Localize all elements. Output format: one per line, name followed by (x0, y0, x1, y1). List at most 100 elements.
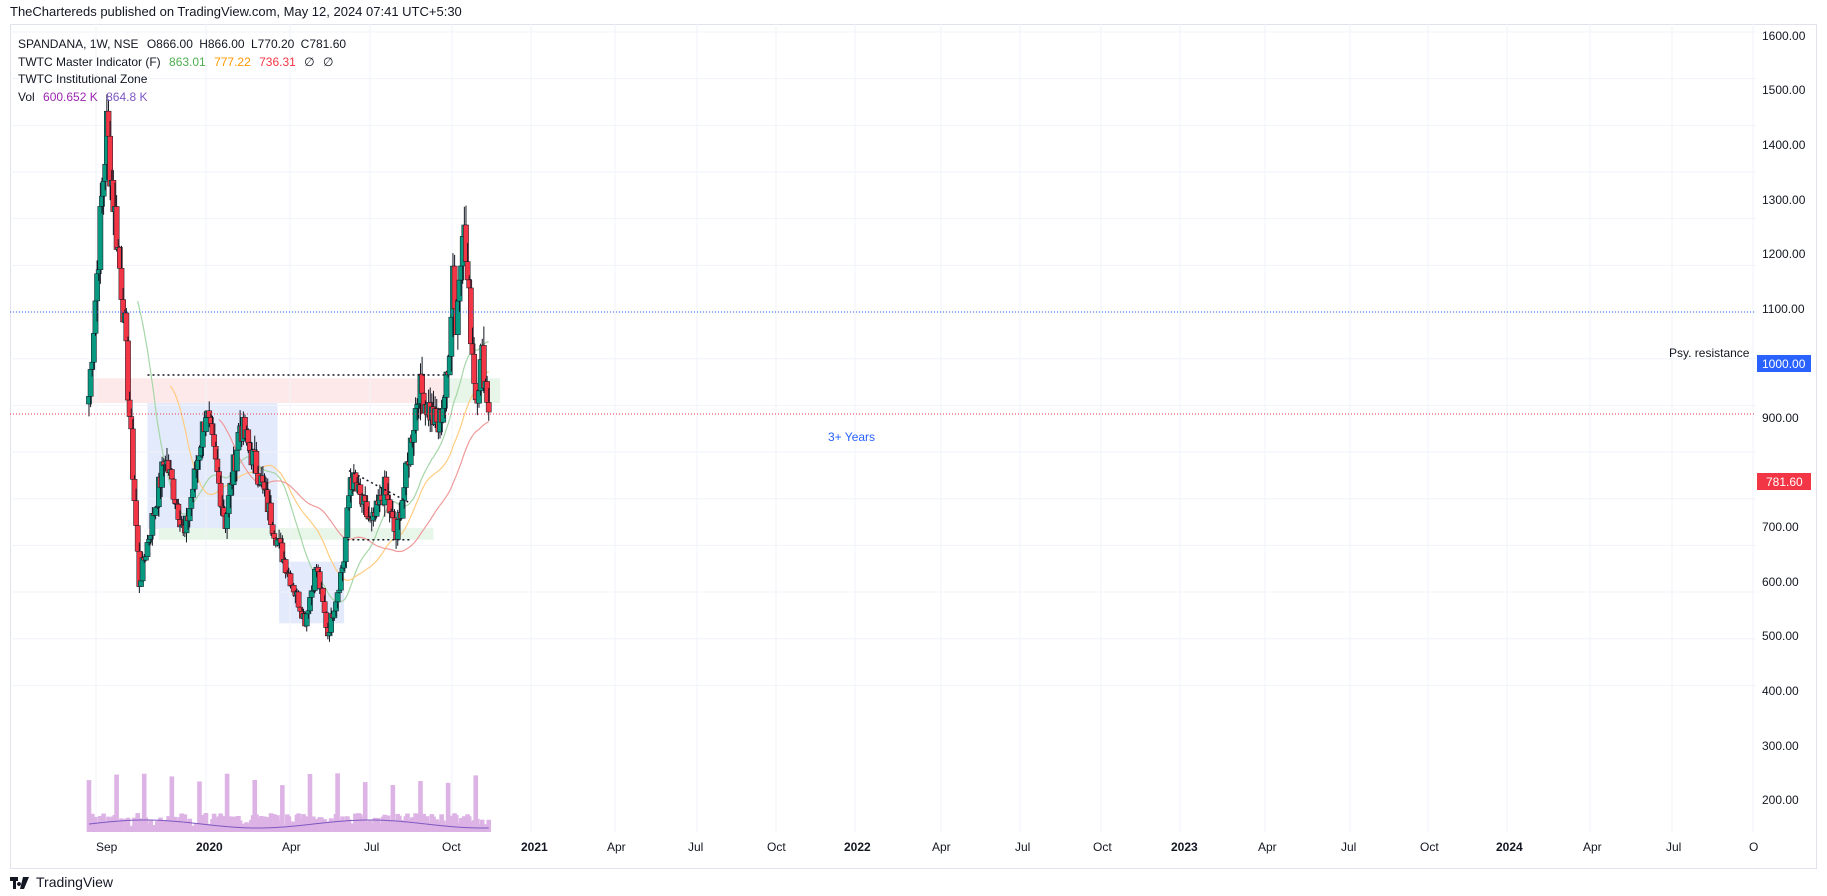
y-tick-label: 400.00 (1762, 684, 1799, 698)
candle-body (334, 592, 341, 603)
ohlc-high: H866.00 (199, 37, 245, 51)
candle-body (143, 556, 149, 561)
x-tick-label: Apr (282, 840, 301, 854)
x-tick-label: Apr (932, 840, 951, 854)
volume-bar (265, 817, 271, 832)
resistance-label-bg (1757, 355, 1811, 372)
candle-body (403, 462, 409, 488)
x-tick-label: 2024 (1496, 840, 1523, 854)
symbol-info[interactable]: SPANDANA, 1W, NSE (18, 37, 139, 51)
x-tick-label: 2020 (196, 840, 223, 854)
candle-body (130, 428, 136, 480)
ohlc-close: C781.60 (300, 37, 347, 51)
volume-bar (197, 781, 202, 832)
volume-bar (224, 773, 230, 832)
candle-body (342, 537, 349, 563)
triangle-upper-line (348, 470, 412, 505)
volume-bar (286, 816, 292, 832)
volume-layer (86, 773, 492, 832)
indicator1-name[interactable]: TWTC Master Indicator (F) (18, 54, 161, 69)
indicator1-value2: 777.22 (214, 54, 251, 69)
volume-bar (382, 814, 388, 832)
volume-bar (187, 818, 193, 832)
candle-body (419, 373, 425, 394)
candle-body (471, 353, 477, 384)
last-price-label-text: 781.60 (1766, 475, 1803, 489)
x-tick-label: Jul (1015, 840, 1030, 854)
y-tick-label: 1300.00 (1762, 193, 1806, 207)
annotation-lines-layer (10, 311, 1756, 541)
volume-bar (179, 813, 184, 832)
candle-body (287, 573, 294, 587)
candle-body (169, 469, 175, 480)
volume-ma-line (88, 819, 489, 829)
candle-body (138, 580, 144, 587)
chart-frame (10, 24, 1817, 869)
candle-body (125, 340, 131, 401)
volume-bar (296, 813, 301, 832)
price-axis: 1600.00 1500.00 1400.00 1300.00 1200.00 … (1762, 29, 1806, 807)
indicator1-value5: ∅ (322, 54, 334, 69)
tradingview-brand[interactable]: TradingView (36, 874, 114, 890)
volume-bar (307, 773, 313, 832)
x-tick-label: 2021 (521, 840, 548, 854)
volume-bar (445, 782, 451, 832)
y-tick-label: 1500.00 (1762, 83, 1806, 97)
footer-bar: TradingView (10, 869, 1817, 896)
volume-bar (252, 779, 258, 832)
resistance-price-label: 1000.00 Psy. resistance (1669, 346, 1811, 372)
publication-header: TheChartereds published on TradingView.c… (10, 4, 462, 19)
support-zone (158, 528, 434, 540)
candle-body (268, 502, 274, 525)
volume-bar (280, 785, 285, 832)
indicator1-row: TWTC Master Indicator (F) 863.01 777.22 … (18, 54, 351, 72)
candles-layer (86, 94, 492, 642)
last-price-label: 781.60 (1757, 473, 1811, 490)
candle-body (245, 429, 252, 444)
x-tick-label: 2022 (844, 840, 871, 854)
symbol-row: SPANDANA, 1W, NSE O866.00 H866.00 L770.2… (18, 36, 351, 54)
x-tick-label: Oct (1420, 840, 1439, 854)
ohlc-open: O866.00 (146, 37, 193, 51)
y-tick-label: 300.00 (1762, 739, 1799, 753)
y-tick-label: 1100.00 (1762, 302, 1805, 316)
volume-row: Vol 600.652 K 864.8 K (18, 89, 351, 107)
candle-body (91, 333, 97, 363)
volume-bar (335, 773, 340, 832)
resistance-zone (90, 378, 445, 404)
volume-bar (86, 780, 92, 832)
candle-body (321, 601, 328, 613)
last-price-label-bg (1757, 473, 1811, 490)
volume-name[interactable]: Vol (18, 89, 35, 104)
volume-bar (410, 817, 415, 832)
y-tick-label: 1400.00 (1762, 138, 1806, 152)
indicator1-value4: ∅ (304, 54, 315, 69)
volume-bar (203, 813, 209, 832)
volume-bar (169, 776, 175, 832)
candle-body (203, 417, 209, 432)
candle-body (485, 402, 492, 413)
candle-body (336, 589, 343, 593)
volume-value2: 864.8 K (106, 89, 148, 104)
volume-bar (449, 815, 454, 832)
candle-body (170, 478, 177, 500)
resistance-label-text: 1000.00 (1762, 357, 1806, 371)
volume-bar (367, 819, 373, 832)
volume-bar (304, 816, 310, 832)
candle-body (149, 513, 156, 536)
indicator2-name[interactable]: TWTC Institutional Zone (18, 72, 148, 86)
y-tick-label: 200.00 (1762, 793, 1799, 807)
volume-bar (390, 785, 396, 832)
volume-bar (486, 819, 492, 832)
y-tick-label: 900.00 (1762, 411, 1799, 425)
time-axis: Sep 2020 Apr Jul Oct 2021 Apr Jul Oct 20… (96, 840, 1758, 854)
volume-bar (114, 774, 119, 832)
resistance-label-caption: Psy. resistance (1669, 346, 1750, 360)
x-tick-label: Apr (1583, 840, 1602, 854)
candle-body (133, 500, 139, 526)
indicator1-value3: 736.31 (259, 54, 296, 69)
candle-body (97, 206, 104, 270)
volume-value1: 600.652 K (43, 89, 98, 104)
x-tick-label: 2023 (1171, 840, 1198, 854)
